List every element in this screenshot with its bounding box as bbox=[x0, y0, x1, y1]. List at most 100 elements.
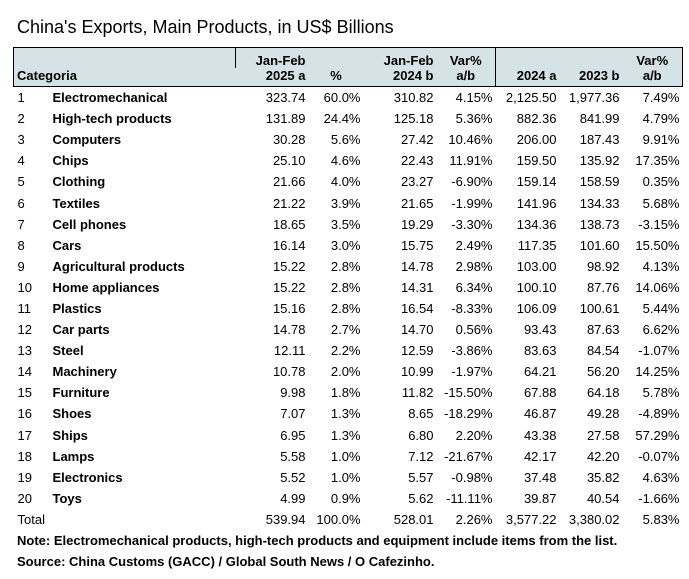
janfeb2025-cell: 12.11 bbox=[273, 343, 306, 359]
product-cell: Plastics bbox=[52, 300, 102, 316]
table-row: 6 Textiles 21.22 3.9% 21.65 -1.99% 141.96 134.3… bbox=[14, 192, 683, 213]
var-janfeb-cell: 2.20% bbox=[455, 427, 493, 443]
var-year-cell: 17.35% bbox=[635, 153, 680, 169]
y2023-cell: 87.76 bbox=[586, 279, 620, 295]
share-cell: 3.0% bbox=[330, 237, 361, 253]
janfeb2024-cell: 8.65 bbox=[408, 406, 434, 422]
rank-cell: 13 bbox=[17, 343, 32, 359]
product-cell: Lamps bbox=[52, 448, 95, 464]
var-year-cell: -0.07% bbox=[638, 448, 680, 464]
header-janfeb2024: 2024 b bbox=[363, 68, 437, 87]
var-year-cell: 0.35% bbox=[642, 174, 680, 190]
rank-cell: 12 bbox=[17, 322, 32, 338]
y2024-cell: 117.35 bbox=[517, 237, 557, 253]
share-cell: 1.0% bbox=[330, 469, 361, 485]
var-year-cell: 14.06% bbox=[635, 279, 680, 295]
var-year-cell: 4.13% bbox=[642, 258, 680, 274]
table-row: 19 Electronics 5.52 1.0% 5.57 -0.98% 37.48 35.8… bbox=[14, 467, 683, 488]
header-share: % bbox=[308, 68, 364, 87]
header-row-bottom: Categoria 2025 a % 2024 b a/b 2024 a 202… bbox=[13, 68, 683, 87]
share-cell: 60.0% bbox=[323, 90, 361, 106]
janfeb2025-cell: 4.99 bbox=[280, 490, 306, 506]
share-cell: 1.3% bbox=[330, 427, 361, 443]
rank-cell: 3 bbox=[17, 132, 25, 148]
janfeb2025-cell: 15.22 bbox=[272, 279, 306, 295]
header-top-var-year: Var% bbox=[622, 47, 683, 68]
janfeb2024-cell: 6.80 bbox=[408, 427, 434, 443]
y2023-cell: 84.54 bbox=[586, 343, 620, 359]
janfeb2025-cell: 15.16 bbox=[272, 300, 306, 316]
var-janfeb-cell: -6.90% bbox=[451, 174, 493, 190]
var-janfeb-cell: -3.30% bbox=[451, 216, 493, 232]
product-cell: Toys bbox=[52, 490, 82, 506]
y2024-cell: 106.09 bbox=[516, 300, 557, 316]
table-row: 4 Chips 25.10 4.6% 22.43 11.91% 159.50 135.92 17… bbox=[14, 150, 683, 171]
y2024-cell: 67.88 bbox=[523, 385, 557, 401]
var-year-cell: -3.15% bbox=[638, 216, 680, 232]
var-year-cell: -1.66% bbox=[638, 490, 680, 506]
header-top-janfeb2024: Jan-Feb bbox=[363, 47, 437, 68]
share-cell: 2.8% bbox=[330, 300, 361, 316]
y2023-cell: 1,977.36 bbox=[568, 90, 620, 106]
total-rank-cell: Total bbox=[17, 511, 45, 527]
product-cell: Furniture bbox=[52, 385, 110, 401]
share-cell: 4.6% bbox=[330, 153, 361, 169]
var-year-cell: 5.78% bbox=[642, 385, 680, 401]
y2024-cell: 159.50 bbox=[516, 153, 557, 169]
source-line: Source: China Customs (GACC) / Global So… bbox=[17, 554, 435, 569]
product-cell: Textiles bbox=[52, 195, 100, 211]
y2023-cell: 87.63 bbox=[586, 322, 620, 338]
y2023-cell: 98.92 bbox=[586, 258, 620, 274]
table-row: 8 Cars 16.14 3.0% 15.75 2.49% 117.35 101.60 15.5… bbox=[14, 235, 683, 256]
var-janfeb-cell: 2.98% bbox=[455, 258, 493, 274]
janfeb2024-cell: 11.82 bbox=[401, 385, 434, 401]
var-janfeb-cell: 10.46% bbox=[448, 132, 493, 148]
janfeb2024-cell: 15.75 bbox=[400, 237, 434, 253]
var-year-cell: 7.49% bbox=[642, 90, 680, 106]
rank-cell: 2 bbox=[17, 111, 25, 127]
janfeb2025-cell: 15.22 bbox=[272, 258, 306, 274]
y2023-cell: 135.92 bbox=[579, 153, 620, 169]
janfeb2024-cell: 5.62 bbox=[408, 490, 434, 506]
rank-cell: 20 bbox=[17, 490, 32, 506]
var-janfeb-cell: 6.34% bbox=[455, 279, 493, 295]
table-row: 9 Agricultural products 15.22 2.8% 14.78 2.98… bbox=[14, 256, 683, 277]
y2023-cell: 138.73 bbox=[579, 216, 620, 232]
product-cell: Steel bbox=[52, 343, 84, 359]
rank-cell: 15 bbox=[17, 385, 32, 401]
y2023-cell: 100.61 bbox=[579, 300, 620, 316]
y2024-cell: 882.36 bbox=[516, 111, 557, 127]
total-y2024-cell: 3,577.22 bbox=[505, 511, 557, 527]
table-row: 1 Electromechanical 323.74 60.0% 310.82 4.15%… bbox=[14, 87, 683, 109]
var-janfeb-cell: -11.11% bbox=[446, 490, 493, 506]
product-cell: Cars bbox=[52, 237, 82, 253]
share-cell: 0.9% bbox=[330, 490, 361, 506]
janfeb2024-cell: 21.65 bbox=[400, 195, 434, 211]
header-var-year: a/b bbox=[622, 68, 683, 87]
janfeb2024-cell: 14.78 bbox=[400, 258, 434, 274]
y2023-cell: 134.33 bbox=[579, 195, 620, 211]
var-year-cell: -1.07% bbox=[638, 343, 680, 359]
product-cell: Cell phones bbox=[52, 216, 127, 232]
share-cell: 2.8% bbox=[330, 279, 361, 295]
y2024-cell: 93.43 bbox=[523, 322, 557, 338]
table-row: 14 Machinery 10.78 2.0% 10.99 -1.97% 64.21 56.2… bbox=[14, 361, 683, 382]
var-year-cell: 4.79% bbox=[642, 111, 680, 127]
total-row: Total 539.94 100.0% 528.01 2.26% 3,577.22 3,38… bbox=[14, 509, 683, 530]
y2024-cell: 2,125.50 bbox=[505, 90, 557, 106]
y2024-cell: 37.48 bbox=[523, 469, 557, 485]
share-cell: 2.7% bbox=[330, 322, 361, 338]
janfeb2024-cell: 19.29 bbox=[400, 216, 434, 232]
y2024-cell: 43.38 bbox=[523, 427, 557, 443]
janfeb2025-cell: 25.10 bbox=[272, 153, 306, 169]
janfeb2024-cell: 14.70 bbox=[400, 322, 434, 338]
janfeb2025-cell: 14.78 bbox=[272, 322, 306, 338]
header-top-y2024 bbox=[495, 47, 560, 68]
var-janfeb-cell: -3.86% bbox=[451, 343, 493, 359]
share-cell: 4.0% bbox=[330, 174, 361, 190]
janfeb2025-cell: 9.98 bbox=[280, 385, 306, 401]
product-cell: Home appliances bbox=[52, 279, 160, 295]
table-row: 13 Steel 12.11 2.2% 12.59 -3.86% 83.63 84.54 -1.… bbox=[14, 340, 683, 361]
y2024-cell: 46.87 bbox=[523, 406, 557, 422]
share-cell: 2.0% bbox=[330, 364, 361, 380]
